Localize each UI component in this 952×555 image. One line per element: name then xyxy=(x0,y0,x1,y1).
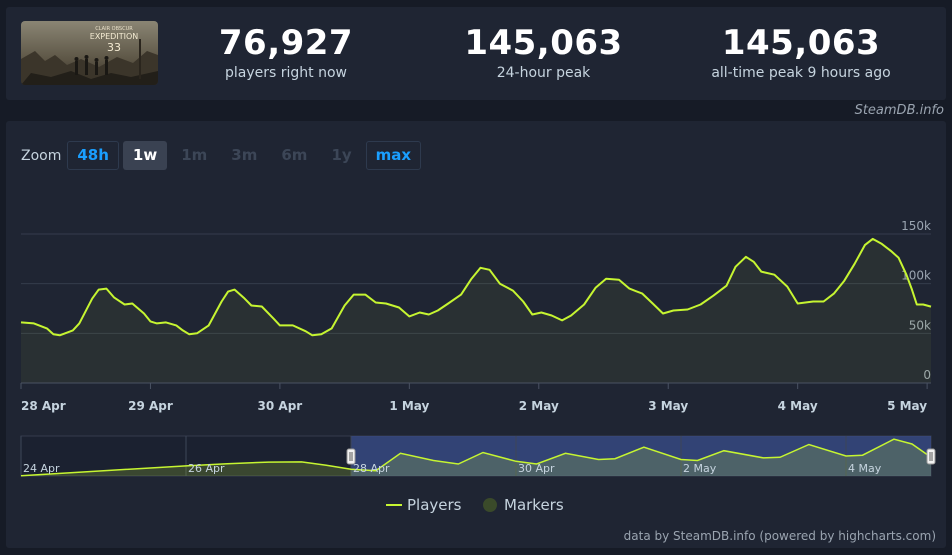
current-players-value: 76,927 xyxy=(218,23,354,63)
zoom-3m-button: 3m xyxy=(231,146,258,164)
current-players-label: players right now xyxy=(225,65,347,81)
zoom-controls: Zoom 48h 1w 1m 3m 6m 1y max xyxy=(21,141,425,170)
zoom-max-button[interactable]: max xyxy=(365,141,422,170)
peak-24h-label: 24-hour peak xyxy=(496,65,591,81)
stat-all-time-peak: 145,063 all-time peak 9 hours ago xyxy=(696,23,906,83)
logo-title-text: EXPEDITION xyxy=(90,32,138,41)
zoom-6m-button: 6m xyxy=(281,146,308,164)
peak-24h-value: 145,063 xyxy=(464,23,623,63)
zoom-1m-button: 1m xyxy=(181,146,208,164)
all-time-peak-label: all-time peak 9 hours ago xyxy=(711,65,891,81)
logo-number-text: 33 xyxy=(107,41,121,54)
all-time-peak-value: 145,063 xyxy=(721,23,881,63)
game-capsule-image[interactable]: CLAIR OBSCUR EXPEDITION 33 xyxy=(21,21,158,85)
zoom-1w-button[interactable]: 1w xyxy=(122,141,168,170)
stats-panel: CLAIR OBSCUR EXPEDITION 33 76,927 player… xyxy=(6,7,946,100)
zoom-label: Zoom xyxy=(21,147,62,164)
zoom-48h-button[interactable]: 48h xyxy=(67,141,119,170)
steamdb-credit: SteamDB.info xyxy=(854,103,944,118)
zoom-1y-button: 1y xyxy=(331,146,352,164)
logo-small-text: CLAIR OBSCUR xyxy=(95,26,133,32)
chart-footnote: data by SteamDB.info (powered by highcha… xyxy=(623,529,936,543)
stat-current-players: 76,927 players right now xyxy=(201,23,371,83)
chart-panel: Zoom 48h 1w 1m 3m 6m 1y max xyxy=(6,121,946,548)
stat-24h-peak: 145,063 24-hour peak xyxy=(451,23,636,83)
